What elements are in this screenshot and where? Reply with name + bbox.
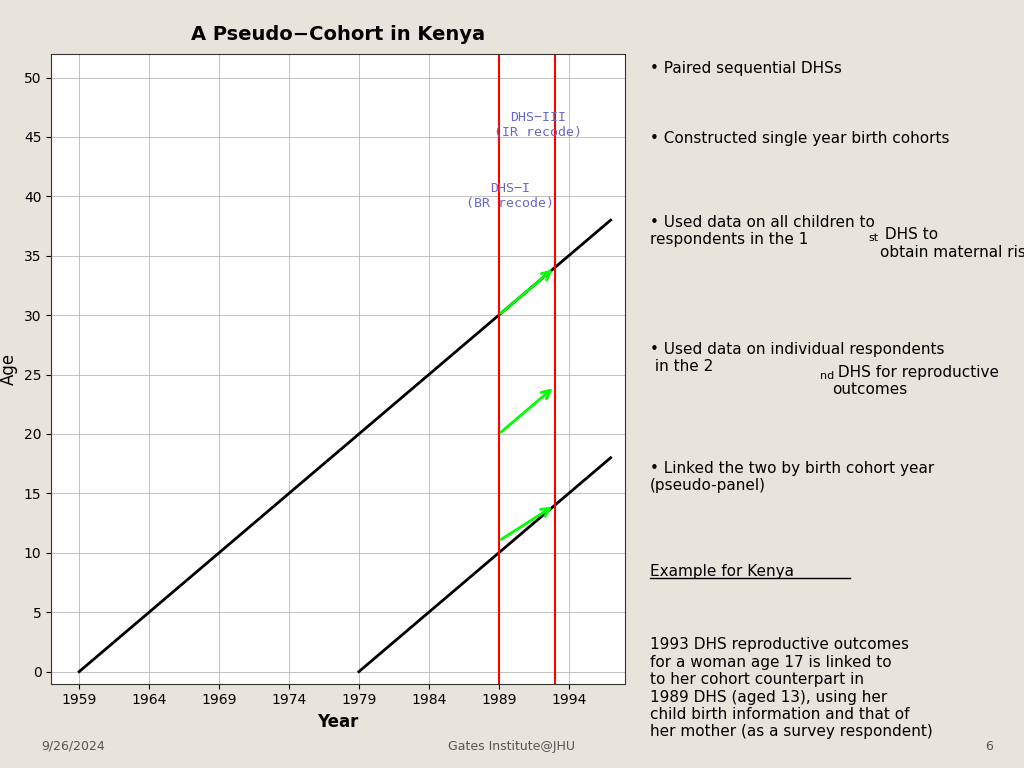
Text: 1993 DHS reproductive outcomes
for a woman age 17 is linked to
to her cohort cou: 1993 DHS reproductive outcomes for a wom… [650,637,933,740]
X-axis label: Year: Year [317,713,358,731]
Text: DHS to
obtain maternal risk factors: DHS to obtain maternal risk factors [880,227,1024,260]
Text: • Used data on individual respondents
 in the 2: • Used data on individual respondents in… [650,342,945,374]
Text: • Linked the two by birth cohort year
(pseudo-panel): • Linked the two by birth cohort year (p… [650,461,935,493]
Text: Gates Institute@JHU: Gates Institute@JHU [449,740,575,753]
Text: Example for Kenya: Example for Kenya [650,564,795,580]
Text: • Constructed single year birth cohorts: • Constructed single year birth cohorts [650,131,949,146]
Text: nd: nd [820,371,835,381]
Text: 6: 6 [985,740,993,753]
Title: A Pseudo−Cohort in Kenya: A Pseudo−Cohort in Kenya [190,25,485,44]
Text: DHS for reproductive
outcomes: DHS for reproductive outcomes [833,365,998,397]
Text: DHS−I
(BR recode): DHS−I (BR recode) [466,182,554,210]
Text: st: st [868,233,879,243]
Text: 9/26/2024: 9/26/2024 [41,740,104,753]
Text: • Paired sequential DHSs: • Paired sequential DHSs [650,61,842,77]
Text: DHS−III
(IR recode): DHS−III (IR recode) [494,111,582,139]
Y-axis label: Age: Age [0,353,18,385]
Text: • Used data on all children to
respondents in the 1: • Used data on all children to responden… [650,215,876,247]
